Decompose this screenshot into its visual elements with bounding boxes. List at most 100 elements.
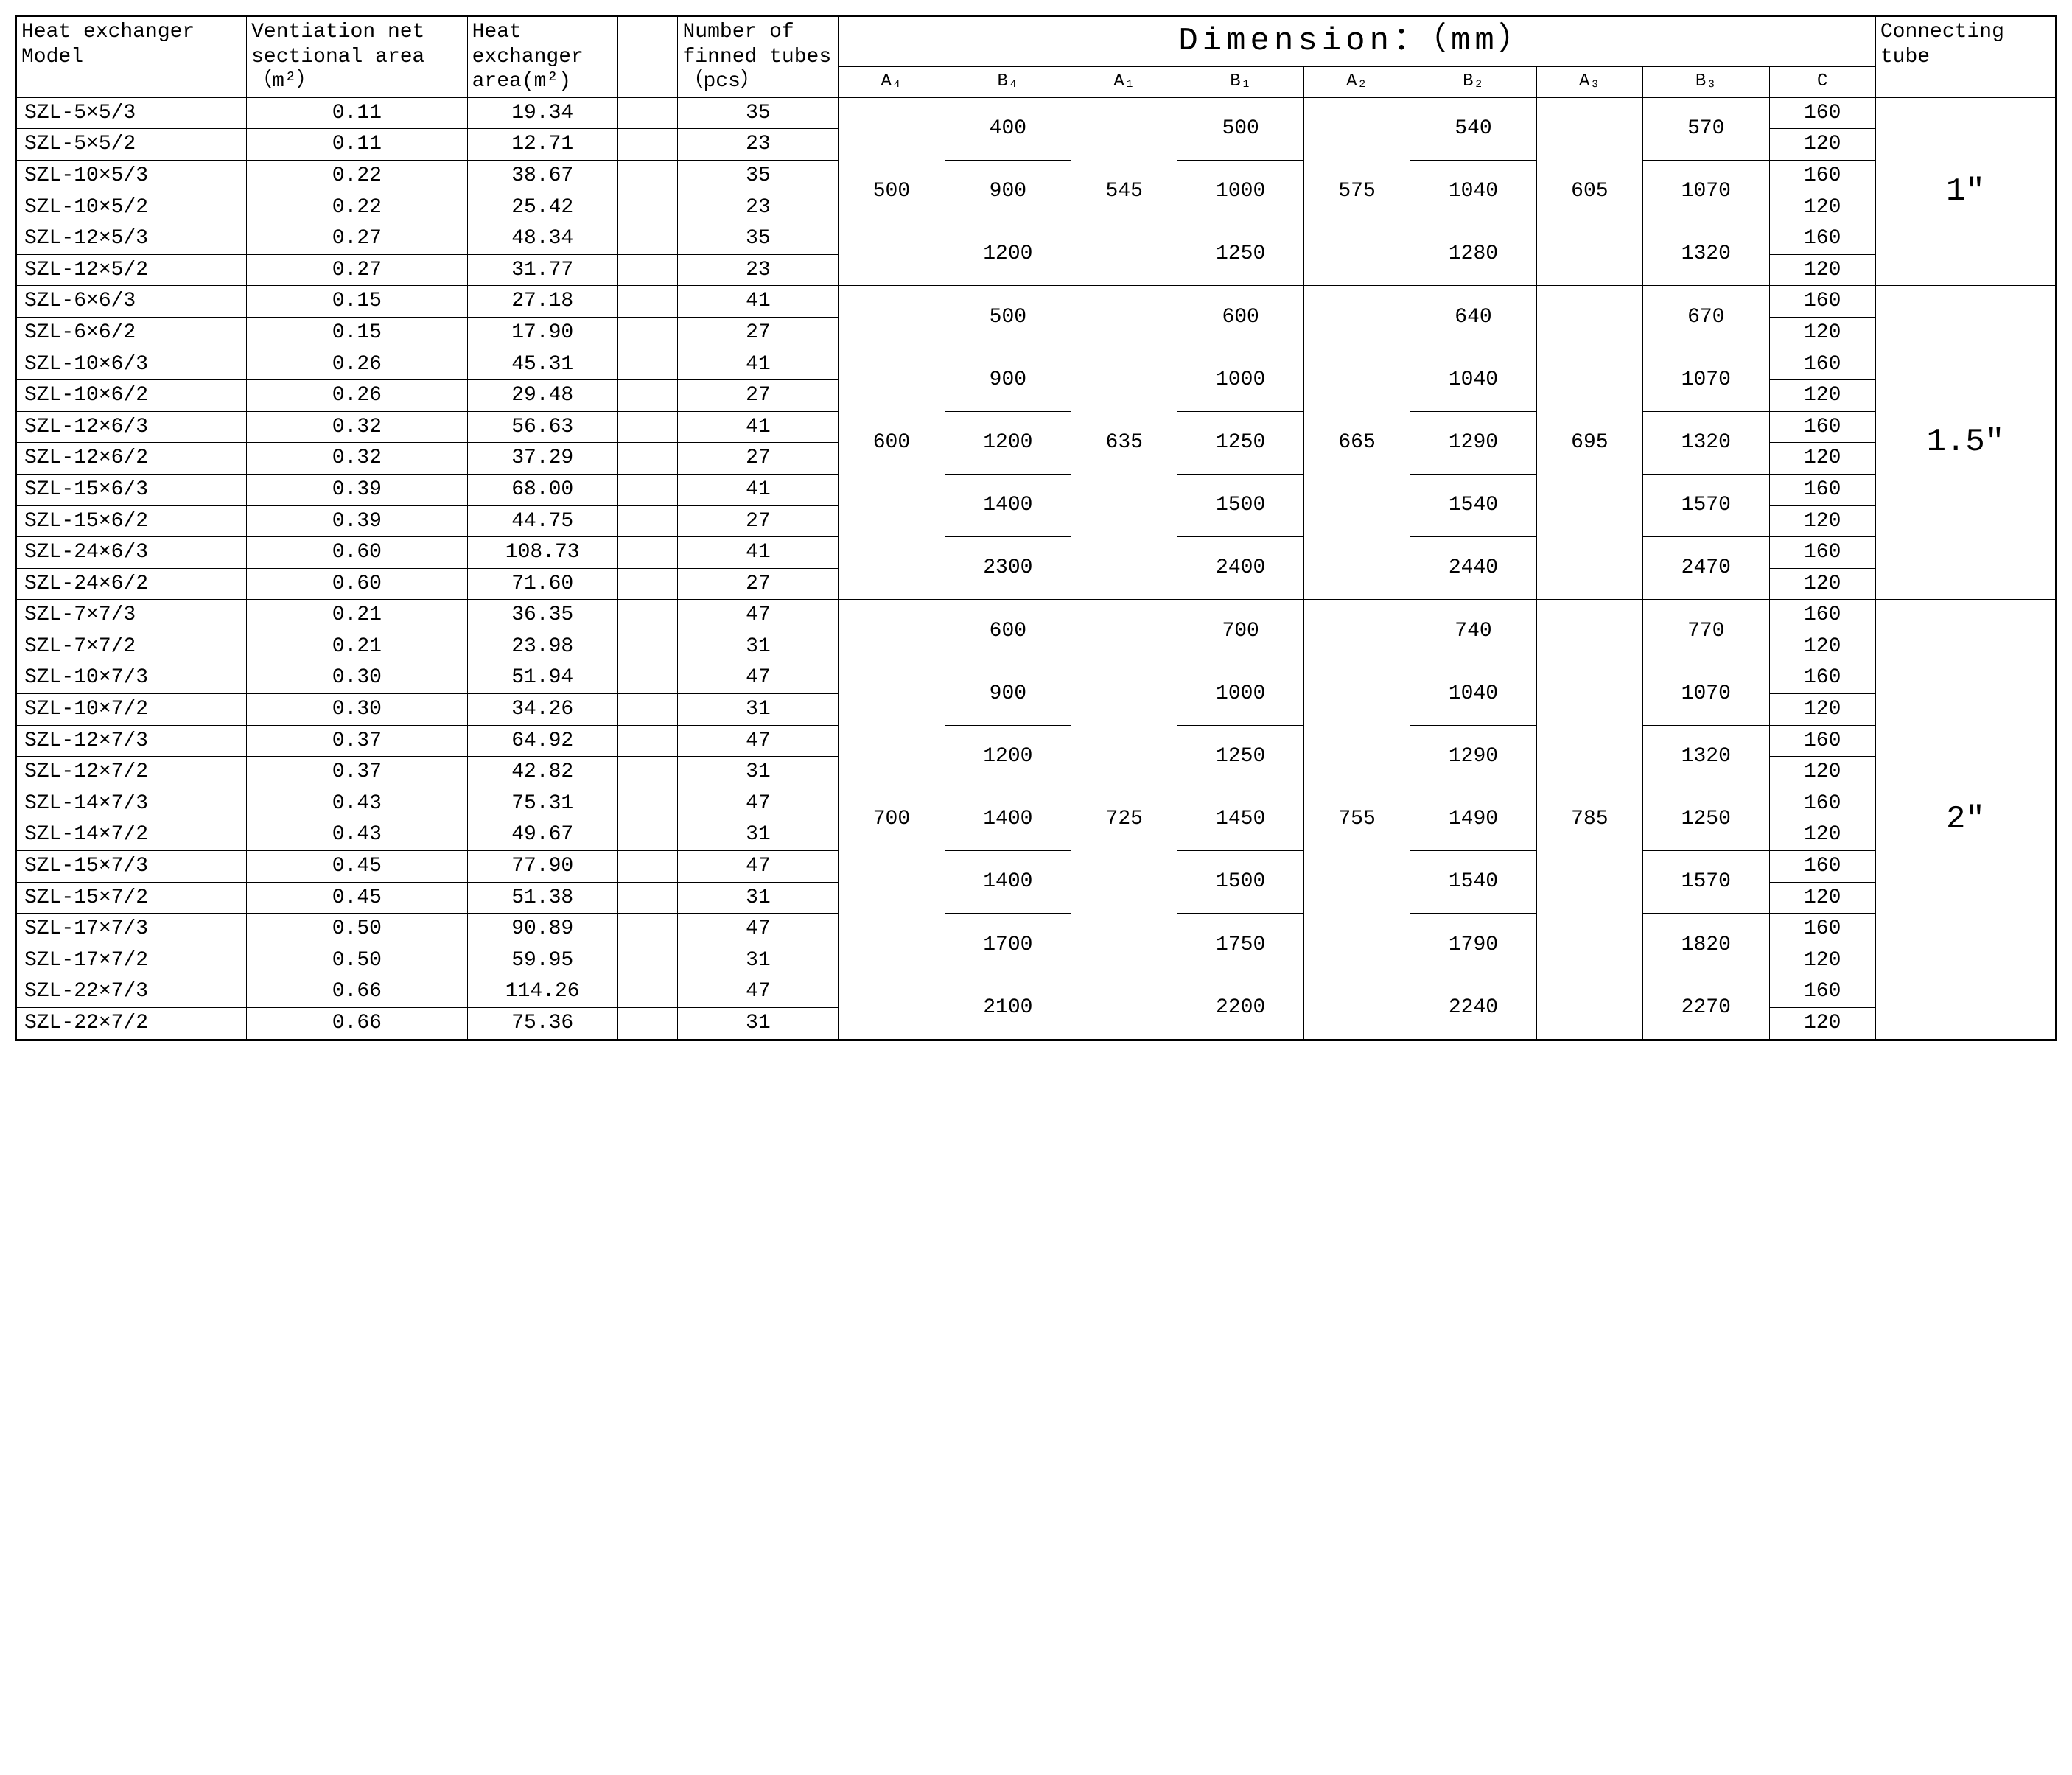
cell: 700 [839,600,945,1040]
cell: 160 [1769,976,1875,1008]
cell: 2270 [1643,976,1770,1040]
cell: 23 [678,129,839,161]
cell: 600 [945,600,1071,662]
cell: SZL-12×5/2 [16,254,247,286]
cell: 47 [678,914,839,945]
col-model: Heat exchanger Model [16,16,247,98]
cell: 17.90 [467,317,617,349]
cell [617,97,678,129]
cell [617,976,678,1008]
cell: 49.67 [467,819,617,851]
cell: 160 [1769,537,1875,569]
col-dimension: Dimension：（mm） [839,16,1876,67]
cell: 0.26 [247,349,467,380]
cell: 0.21 [247,631,467,662]
cell: 600 [839,286,945,600]
cell: 51.94 [467,662,617,694]
cell: 27 [678,443,839,475]
cell: 160 [1769,851,1875,883]
cell: 785 [1536,600,1642,1040]
cell: 1400 [945,474,1071,536]
cell: 36.35 [467,600,617,631]
cell: 0.26 [247,380,467,412]
cell: 570 [1643,97,1770,160]
sub-B1: B₁ [1177,67,1304,98]
cell: 27 [678,317,839,349]
cell: 29.48 [467,380,617,412]
cell: 500 [839,97,945,286]
cell: 1000 [1177,349,1304,411]
cell: SZL-12×7/2 [16,757,247,788]
cell: 540 [1410,97,1537,160]
cell: 665 [1303,286,1410,600]
cell: 160 [1769,97,1875,129]
cell: 31.77 [467,254,617,286]
cell: 0.43 [247,819,467,851]
cell: 160 [1769,600,1875,631]
col-blank [617,16,678,98]
cell: 59.95 [467,945,617,976]
cell [617,631,678,662]
cell: 160 [1769,474,1875,505]
cell: 64.92 [467,725,617,757]
cell: 1570 [1643,474,1770,536]
sub-A4: A₄ [839,67,945,98]
cell: 31 [678,757,839,788]
cell: SZL-6×6/2 [16,317,247,349]
cell: 400 [945,97,1071,160]
cell [617,694,678,726]
cell: 1250 [1177,223,1304,286]
cell: 1540 [1410,474,1537,536]
cell: 160 [1769,725,1875,757]
cell: SZL-22×7/3 [16,976,247,1008]
cell: 1070 [1643,662,1770,725]
cell: 1400 [945,851,1071,914]
col-fin: Number of finned tubes（pcs） [678,16,839,98]
cell: 120 [1769,631,1875,662]
cell: 160 [1769,914,1875,945]
cell: 0.50 [247,945,467,976]
cell: 1000 [1177,662,1304,725]
table-row: SZL-15×7/30.4577.90471400150015401570160 [16,851,2057,883]
cell: SZL-10×7/2 [16,694,247,726]
cell: 0.27 [247,254,467,286]
cell: 160 [1769,788,1875,819]
cell: 1570 [1643,851,1770,914]
cell: 114.26 [467,976,617,1008]
cell [617,254,678,286]
cell: 120 [1769,819,1875,851]
sub-A3: A₃ [1536,67,1642,98]
cell [617,1008,678,1040]
sub-B2: B₂ [1410,67,1537,98]
cell: SZL-10×5/3 [16,160,247,192]
cell: 31 [678,945,839,976]
cell: SZL-24×6/3 [16,537,247,569]
cell: 47 [678,725,839,757]
cell: 1040 [1410,662,1537,725]
cell: 900 [945,662,1071,725]
cell: 0.11 [247,129,467,161]
cell: 51.38 [467,882,617,914]
cell: 77.90 [467,851,617,883]
cell [617,160,678,192]
cell: 12.71 [467,129,617,161]
col-hexarea: Heat exchanger area(m²) [467,16,617,98]
cell: 120 [1769,380,1875,412]
cell: 0.43 [247,788,467,819]
table-row: SZL-6×6/30.1527.184160050063560066564069… [16,286,2057,318]
cell: 0.15 [247,317,467,349]
cell: 1″ [1875,97,2056,286]
cell: 47 [678,976,839,1008]
cell: 670 [1643,286,1770,349]
cell: 1450 [1177,788,1304,850]
cell: 2200 [1177,976,1304,1040]
cell: 108.73 [467,537,617,569]
cell: 31 [678,819,839,851]
cell: 0.39 [247,505,467,537]
table-row: SZL-12×5/30.2748.34351200125012801320160 [16,223,2057,255]
cell: 41 [678,474,839,505]
cell: 700 [1177,600,1304,662]
cell: 900 [945,160,1071,223]
cell: 41 [678,286,839,318]
cell [617,662,678,694]
